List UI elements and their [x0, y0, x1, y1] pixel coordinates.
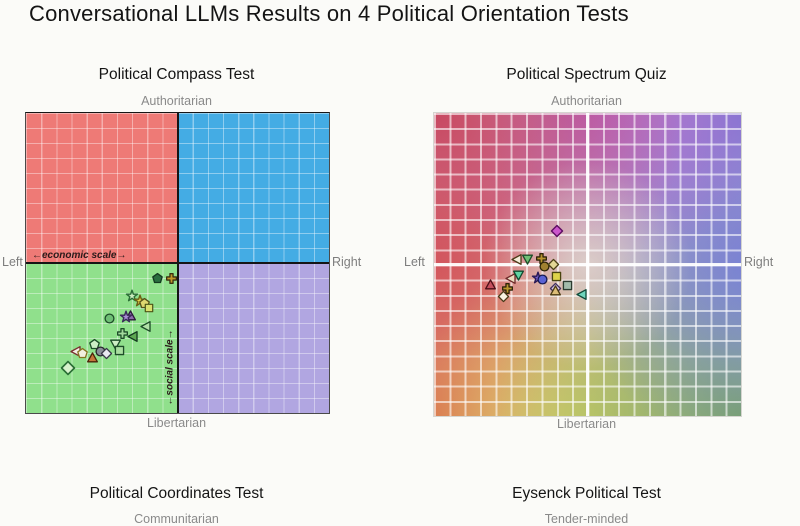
triangle-left-marker [140, 320, 151, 332]
diamond-marker [550, 224, 564, 238]
economic-scale-annotation: ←economic scale→ [32, 250, 127, 261]
marker-layer-spectrum [434, 113, 741, 416]
chart-title-political-spectrum: Political Spectrum Quiz [506, 66, 667, 83]
diamond-marker [61, 360, 76, 376]
plot-area-political-compass: ←economic scale→ ←social scale→ [25, 112, 330, 414]
triangle-up-marker [485, 279, 497, 290]
axis-label-libertarian-spectrum: Libertarian [556, 417, 617, 431]
triangle-up-marker [87, 352, 99, 363]
chart-title-eysenck: Eysenck Political Test [512, 485, 661, 502]
diamond-marker [497, 290, 509, 303]
clover-marker [502, 283, 514, 295]
chart-title-political-compass: Political Compass Test [98, 66, 255, 83]
pentagon-marker [88, 338, 100, 349]
axis-label-right-compass: Right [332, 255, 362, 269]
triangle-up-marker [549, 285, 561, 296]
square-marker [144, 303, 154, 313]
axis-label-left-spectrum: Left [404, 255, 425, 269]
quadrant-authoritarian-right [177, 113, 329, 263]
circle-marker [539, 260, 550, 272]
axis-label-communitarian: Communitarian [134, 512, 219, 526]
marker-layer-compass [26, 113, 329, 413]
clover-marker [117, 328, 129, 339]
figure-title: Conversational LLMs Results on 4 Politic… [29, 1, 629, 26]
plot-area-political-spectrum [433, 112, 742, 417]
triangle-left-marker [511, 254, 523, 266]
diamond-marker [547, 258, 560, 271]
quadrant-libertarian-left [26, 263, 178, 413]
square-marker [562, 280, 573, 291]
axis-label-authoritarian-spectrum: Authoritarian [551, 94, 622, 108]
square-marker [115, 345, 125, 355]
star-marker [125, 289, 139, 302]
diamond-marker [100, 347, 113, 359]
square-marker [552, 271, 562, 282]
quadrant-authoritarian-left [26, 113, 178, 263]
triangle-down-marker [109, 339, 121, 350]
triangle-down-marker [522, 255, 534, 266]
chart-title-political-coordinates: Political Coordinates Test [89, 485, 264, 502]
triangle-down-marker [512, 270, 524, 281]
triangle-left-marker [576, 289, 587, 301]
axis-label-left-compass: Left [2, 255, 23, 269]
axis-label-libertarian-compass: Libertarian [146, 416, 207, 430]
pentagon-marker [152, 272, 164, 283]
axis-label-tender-minded: Tender-minded [544, 512, 629, 526]
axis-label-authoritarian-compass: Authoritarian [141, 94, 212, 108]
triangle-left-marker [505, 272, 516, 284]
star-marker [119, 310, 133, 323]
pentagon-marker [76, 347, 88, 358]
circle-marker [537, 274, 549, 285]
triangle-left-marker [126, 331, 138, 342]
circle-marker [104, 313, 115, 324]
quadrant-libertarian-right [177, 263, 329, 413]
clover-marker [165, 272, 177, 284]
axis-label-right-spectrum: Right [744, 255, 774, 269]
